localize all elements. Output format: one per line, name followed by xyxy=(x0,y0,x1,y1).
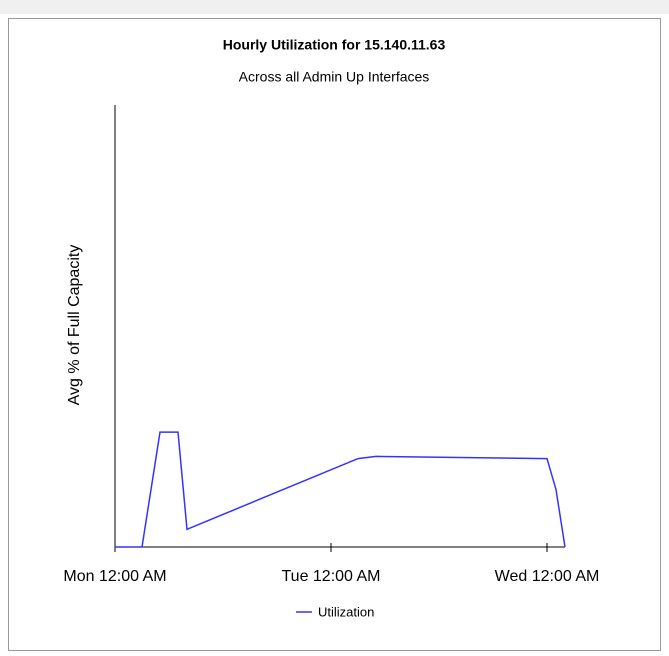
y-axis-label: Avg % of Full Capacity xyxy=(66,245,83,406)
chart-subtitle: Across all Admin Up Interfaces xyxy=(239,69,430,85)
x-tick-label: Mon 12:00 AM xyxy=(63,568,166,585)
x-tick-label: Tue 12:00 AM xyxy=(281,568,380,585)
top-strip xyxy=(0,0,669,14)
legend-label: Utilization xyxy=(318,604,374,619)
chart-title: Hourly Utilization for 15.140.11.63 xyxy=(223,37,446,53)
x-tick-label: Wed 12:00 AM xyxy=(495,568,600,585)
chart-frame xyxy=(8,18,661,651)
series-line xyxy=(115,431,566,548)
